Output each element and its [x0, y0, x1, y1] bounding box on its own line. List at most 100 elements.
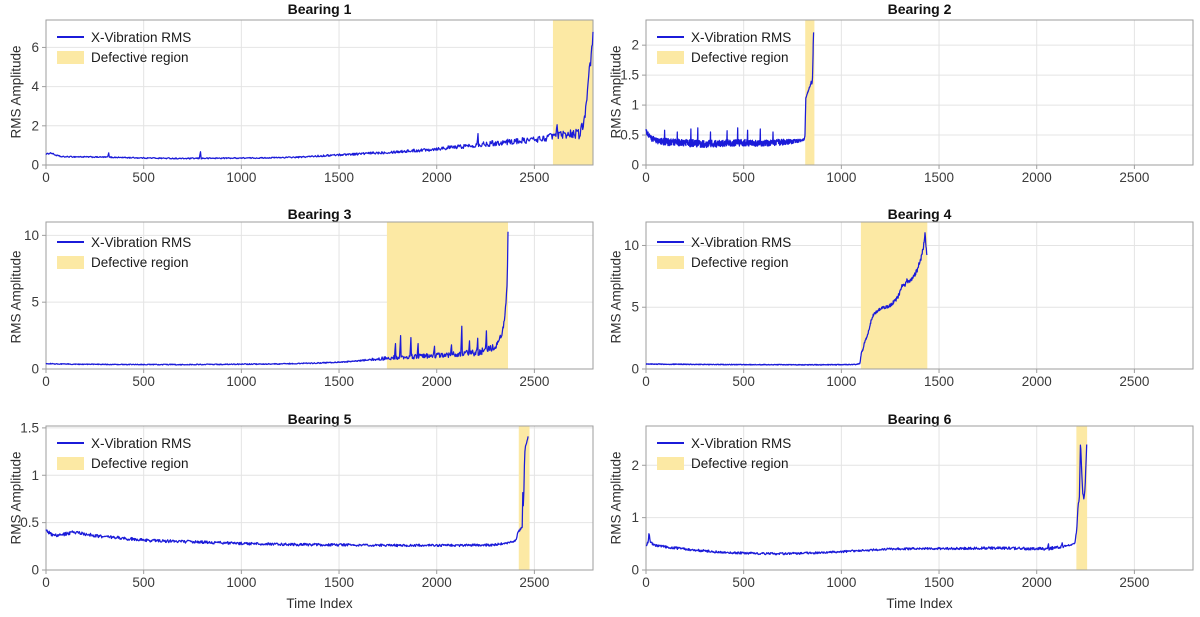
bearing-6-panel: Bearing 6 RMS Amplitude 0 500 1000 1500 2000… [600, 410, 1200, 617]
bearing-3-title: Bearing 3 [287, 206, 352, 222]
svg-text:0: 0 [31, 362, 39, 377]
svg-text:1500: 1500 [324, 575, 354, 590]
svg-text:10: 10 [24, 228, 39, 243]
legend-line-label: X-Vibration RMS [91, 435, 192, 451]
svg-text:1000: 1000 [826, 374, 856, 389]
svg-text:1: 1 [631, 510, 639, 525]
svg-text:1500: 1500 [324, 374, 354, 389]
legend-line-swatch [57, 442, 84, 444]
bearing-5-legend: X-Vibration RMS Defective region [57, 433, 191, 473]
legend-region-label: Defective region [691, 254, 789, 270]
svg-text:0: 0 [42, 575, 50, 590]
svg-text:1000: 1000 [226, 170, 256, 185]
bearing-4-panel: Bearing 4 RMS Amplitude 0 500 1000 1500 2000… [600, 205, 1200, 410]
legend-line-item: X-Vibration RMS [57, 433, 191, 453]
bearing-5-title: Bearing 5 [287, 411, 352, 427]
svg-text:2: 2 [31, 118, 39, 133]
bearing-6-x-axis-label: Time Index [886, 596, 953, 611]
legend-region-label: Defective region [691, 455, 789, 471]
svg-text:0: 0 [31, 158, 39, 173]
legend-region-item: Defective region [57, 47, 191, 67]
svg-text:2500: 2500 [1119, 374, 1149, 389]
svg-text:500: 500 [732, 170, 755, 185]
legend-region-swatch [57, 456, 84, 470]
svg-text:500: 500 [132, 575, 155, 590]
bearing-2-panel: Bearing 2 RMS Amplitude 0 500 1000 1500 2000… [600, 0, 1200, 205]
legend-region-swatch [657, 50, 684, 64]
svg-text:2000: 2000 [1022, 170, 1052, 185]
legend-line-item: X-Vibration RMS [57, 27, 191, 47]
bearing-4-plot: 0 500 1000 1500 2000 2500 0 5 10 [624, 221, 1194, 389]
bearing-1-plot: 0 500 1000 1500 2000 2500 0 2 4 6 [31, 19, 594, 185]
legend-region-item: Defective region [57, 252, 191, 272]
svg-text:1000: 1000 [826, 170, 856, 185]
svg-text:2: 2 [631, 458, 639, 473]
svg-text:0: 0 [642, 170, 650, 185]
legend-region-item: Defective region [657, 47, 791, 67]
legend-line-label: X-Vibration RMS [691, 435, 792, 451]
svg-text:2500: 2500 [519, 374, 549, 389]
svg-text:2500: 2500 [519, 575, 549, 590]
svg-text:0: 0 [642, 575, 650, 590]
legend-region-label: Defective region [91, 254, 189, 270]
legend-line-label: X-Vibration RMS [691, 234, 792, 250]
svg-text:0: 0 [631, 158, 639, 173]
svg-text:0.5: 0.5 [620, 128, 639, 143]
svg-text:2: 2 [631, 38, 639, 53]
legend-line-label: X-Vibration RMS [691, 29, 792, 45]
svg-text:2500: 2500 [519, 170, 549, 185]
legend-region-swatch [657, 255, 684, 269]
legend-line-swatch [657, 442, 684, 444]
svg-text:5: 5 [31, 295, 39, 310]
svg-text:1500: 1500 [924, 170, 954, 185]
legend-region-item: Defective region [657, 453, 791, 473]
bearing-3-panel: Bearing 3 RMS Amplitude 0 500 1000 1500 2000… [0, 205, 600, 410]
legend-region-label: Defective region [91, 455, 189, 471]
legend-region-swatch [57, 50, 84, 64]
svg-text:0: 0 [642, 374, 650, 389]
svg-text:1000: 1000 [826, 575, 856, 590]
svg-text:500: 500 [732, 575, 755, 590]
bearing-2-legend: X-Vibration RMS Defective region [657, 27, 791, 67]
svg-text:1500: 1500 [924, 374, 954, 389]
svg-text:0.5: 0.5 [20, 515, 39, 530]
bearing-1-panel: Bearing 1 RMS Amplitude 0 500 1000 1500 2000… [0, 0, 600, 205]
svg-text:2000: 2000 [1022, 374, 1052, 389]
bearing-3-legend: X-Vibration RMS Defective region [57, 232, 191, 272]
svg-text:2500: 2500 [1119, 170, 1149, 185]
svg-text:0: 0 [42, 374, 50, 389]
legend-line-item: X-Vibration RMS [657, 433, 791, 453]
svg-text:1: 1 [31, 468, 39, 483]
svg-text:500: 500 [132, 170, 155, 185]
svg-text:6: 6 [31, 40, 39, 55]
legend-line-swatch [57, 36, 84, 38]
svg-text:2000: 2000 [1022, 575, 1052, 590]
svg-text:2000: 2000 [422, 374, 452, 389]
legend-region-item: Defective region [657, 252, 791, 272]
legend-line-swatch [57, 241, 84, 243]
svg-text:0: 0 [631, 362, 639, 377]
legend-region-item: Defective region [57, 453, 191, 473]
legend-line-item: X-Vibration RMS [657, 27, 791, 47]
legend-line-swatch [657, 241, 684, 243]
legend-line-label: X-Vibration RMS [91, 234, 192, 250]
svg-text:0: 0 [631, 563, 639, 578]
bearing-6-legend: X-Vibration RMS Defective region [657, 433, 791, 473]
svg-text:4: 4 [31, 79, 39, 94]
bearing-6-plot: 0 500 1000 1500 2000 2500 0 1 2 [631, 425, 1194, 590]
svg-text:10: 10 [624, 238, 639, 253]
legend-region-label: Defective region [91, 49, 189, 65]
svg-text:1000: 1000 [226, 575, 256, 590]
legend-line-label: X-Vibration RMS [91, 29, 192, 45]
svg-text:5: 5 [631, 300, 639, 315]
legend-line-item: X-Vibration RMS [657, 232, 791, 252]
bearing-1-legend: X-Vibration RMS Defective region [57, 27, 191, 67]
svg-text:500: 500 [732, 374, 755, 389]
bearing-3-plot: 0 500 1000 1500 2000 2500 0 5 10 [24, 221, 594, 389]
svg-text:1500: 1500 [924, 575, 954, 590]
svg-text:1.5: 1.5 [620, 68, 639, 83]
svg-text:500: 500 [132, 374, 155, 389]
bearing-5-panel: Bearing 5 RMS Amplitude 0 500 1000 1500 2000… [0, 410, 600, 617]
svg-text:2000: 2000 [422, 170, 452, 185]
